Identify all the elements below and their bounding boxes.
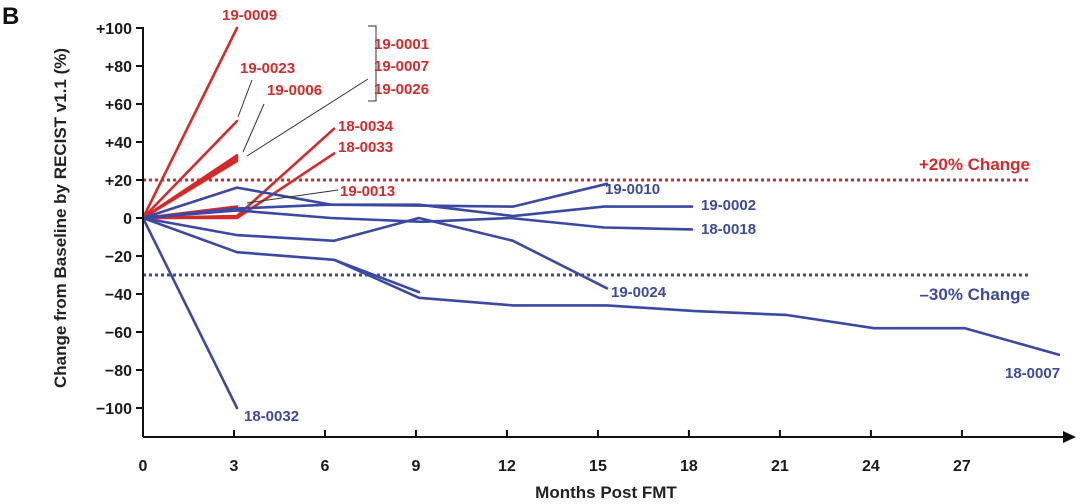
series-line-19-0023	[141, 119, 239, 220]
y-tick-label: −40	[105, 287, 132, 304]
leader-line-2	[246, 78, 369, 157]
label-leader-lines	[237, 78, 369, 204]
label-18-0007: 18-0007	[1005, 365, 1060, 382]
y-tick-label: +20	[105, 173, 132, 190]
leader-line-3	[246, 189, 339, 204]
series-line-19-0024	[141, 216, 609, 290]
ref-label-plus20: +20% Change	[919, 155, 1030, 174]
x-tick-label: 18	[680, 458, 698, 475]
x-tick-label: 6	[321, 458, 330, 475]
label-19-0023: 19-0023	[240, 60, 295, 77]
y-axis-title: Change from Baseline by RECIST v1.1 (%)	[51, 48, 70, 388]
label-18-0034: 18-0034	[338, 118, 394, 135]
label-19-0024: 19-0024	[611, 284, 667, 301]
axes	[142, 27, 1076, 443]
series-line-18-0033	[141, 152, 336, 220]
y-ticks: +100 +80 +60 +40 +20 0 −20 −40 −60 −80 −100	[96, 21, 143, 418]
label-19-0010: 19-0010	[605, 181, 660, 198]
series-labels: 19-0009 19-0023 19-0006 19-0001 19-0007 …	[222, 7, 1060, 425]
series-line-19-0009	[141, 26, 239, 220]
series-line-18-0032	[141, 216, 239, 410]
x-axis-title: Months Post FMT	[535, 483, 677, 502]
x-tick-label: 9	[412, 458, 421, 475]
series-line-18-0018	[141, 209, 694, 231]
series-line-18-0007-alt	[332, 258, 421, 294]
y-tick-label: −20	[105, 249, 132, 266]
series-line-19-0002	[141, 203, 694, 220]
label-19-0002: 19-0002	[701, 197, 756, 214]
x-tick-label: 3	[230, 458, 239, 475]
label-19-0006: 19-0006	[267, 82, 322, 99]
label-19-0013: 19-0013	[340, 183, 395, 200]
x-tick-label: 0	[139, 458, 148, 475]
x-ticks: 0 3 6 9 12 15 18 21 24 27	[139, 430, 971, 475]
y-tick-label: −60	[105, 325, 132, 342]
x-tick-label: 24	[862, 458, 880, 475]
x-tick-label: 12	[498, 458, 516, 475]
y-tick-label: 0	[123, 211, 132, 228]
y-tick-label: +60	[105, 97, 132, 114]
y-tick-label: −100	[96, 401, 132, 418]
label-19-0026: 19-0026	[374, 81, 429, 98]
label-19-0001: 19-0001	[374, 36, 429, 53]
y-tick-label: +80	[105, 59, 132, 76]
y-tick-label: +100	[96, 21, 132, 38]
label-19-0007: 19-0007	[374, 58, 429, 75]
y-tick-label: +40	[105, 135, 132, 152]
x-tick-label: 15	[589, 458, 607, 475]
label-18-0032: 18-0032	[244, 408, 299, 425]
x-tick-label: 27	[953, 458, 971, 475]
series-line-19-0026	[141, 159, 239, 220]
y-tick-label: −80	[105, 363, 132, 380]
label-18-0018: 18-0018	[701, 221, 756, 238]
x-tick-label: 21	[771, 458, 789, 475]
series-line-18-0007	[141, 216, 1061, 357]
label-18-0033: 18-0033	[338, 139, 393, 156]
ref-label-minus30: –30% Change	[919, 285, 1030, 304]
label-19-0009: 19-0009	[222, 7, 277, 24]
panel-label: B	[2, 3, 19, 30]
leader-line-0	[237, 79, 253, 118]
leader-line-1	[242, 103, 265, 153]
series-lines	[141, 26, 1061, 410]
x-axis-arrowhead	[1063, 431, 1076, 443]
label-group-bracket	[368, 25, 377, 102]
